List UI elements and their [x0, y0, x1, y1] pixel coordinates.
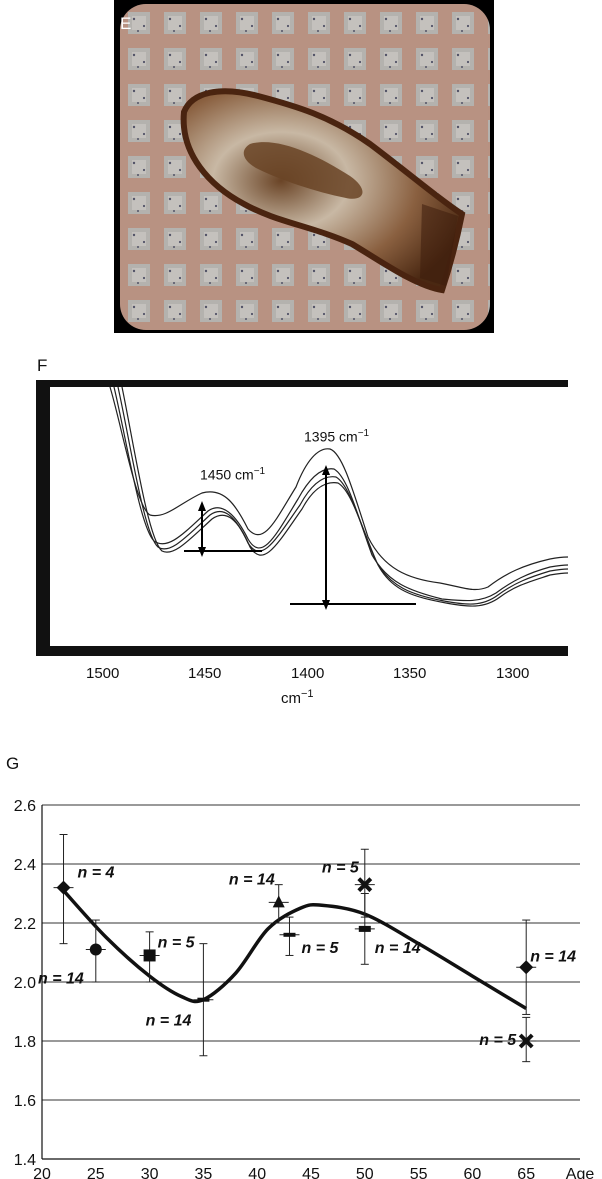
data-point-circle: [89, 943, 102, 956]
spectrum-tick-1300: 1300: [496, 665, 530, 682]
x-tick-label: 55: [410, 1166, 428, 1179]
peak-label-1395-value: 1395 cm: [304, 428, 358, 445]
sample-size-label: n = 14: [146, 1013, 192, 1030]
panel-label-f: F: [37, 356, 48, 375]
micrograph-image: [120, 4, 490, 330]
spectrum-plot-area: [50, 386, 569, 646]
sample-size-label: n = 4: [78, 865, 115, 882]
spectrum-tick-1500: 1500: [86, 665, 120, 682]
spectrum-curve-4: [121, 386, 569, 607]
x-tick-label: 25: [87, 1166, 105, 1179]
x-tick-label: 30: [141, 1166, 159, 1179]
peak-label-1450-value: 1450 cm: [200, 466, 254, 483]
arrow-1450-bottom: [198, 547, 206, 557]
x-tick-label: 35: [195, 1166, 213, 1179]
age-chart: 1.4 1.6 1.8 2.0 2.2 2.4 2.6 20 25 30 35 40 45 50 55 60 6…: [14, 798, 595, 1179]
peak-label-1395: 1395 cm−1: [304, 428, 369, 445]
x-axis-title: Age: [566, 1166, 595, 1179]
spectrum-x-unit: cm: [281, 690, 301, 707]
sample-size-label: n = 5: [158, 934, 196, 951]
x-tick-label: 20: [33, 1166, 51, 1179]
sample-size-label: n = 14: [530, 948, 576, 965]
panel-label-e: E: [120, 14, 132, 33]
data-point-diamond: [56, 880, 71, 895]
data-point-triangle: [272, 895, 285, 908]
spectrum-curve-1: [109, 386, 569, 591]
peak-label-1450: 1450 cm−1: [200, 466, 265, 483]
spectrum-tick-1450: 1450: [188, 665, 222, 682]
x-tick-label: 65: [517, 1166, 535, 1179]
y-tick-label: 2.2: [14, 916, 36, 933]
data-point-square: [143, 949, 156, 962]
y-tick-label: 1.6: [14, 1093, 36, 1110]
arrow-1450-top: [198, 501, 206, 511]
y-tick-label: 2.0: [14, 975, 36, 992]
data-point-minus: [197, 997, 210, 1002]
panel-label-g: G: [6, 754, 20, 773]
spectrum-curves: [109, 386, 569, 610]
arrow-1395-top: [322, 465, 330, 475]
sample-size-label: n = 14: [38, 971, 84, 988]
sample-size-label: n = 5: [301, 940, 339, 957]
sample-size-label: n = 5: [322, 860, 360, 877]
sample-size-label: n = 14: [229, 871, 275, 888]
spectrum-curve-3: [117, 386, 569, 605]
spectrum-panel: 1450 cm−1 1395 cm−1: [36, 380, 569, 658]
arrow-1395-bottom: [322, 600, 330, 610]
y-tick-label: 2.4: [14, 857, 36, 874]
peak-label-1395-unit: −1: [357, 428, 370, 439]
sample-size-label: n = 14: [375, 940, 421, 957]
micrograph-drawing: [120, 4, 490, 330]
spectrum-x-unit-sup: −1: [301, 688, 314, 700]
data-point-minus: [283, 932, 296, 937]
x-tick-label: 45: [302, 1166, 320, 1179]
spectrum-tick-1400: 1400: [291, 665, 325, 682]
x-tick-label: 60: [464, 1166, 482, 1179]
y-tick-label: 1.4: [14, 1152, 36, 1169]
data-point-bar: [358, 925, 371, 932]
y-tick-label: 2.6: [14, 798, 36, 815]
micrograph-panel: E: [114, 0, 494, 333]
x-tick-label: 50: [356, 1166, 374, 1179]
sample-size-label: n = 5: [479, 1032, 517, 1049]
peak-label-1450-unit: −1: [253, 466, 266, 477]
x-tick-label: 40: [248, 1166, 266, 1179]
trend-curve: [62, 889, 528, 1011]
data-point-x: [357, 877, 373, 893]
data-point-diamond: [519, 960, 534, 975]
spectrum-x-label: cm−1: [281, 688, 314, 707]
spectrum-curve-2: [113, 386, 569, 602]
data-point-x: [518, 1033, 534, 1049]
spectrum-tick-1350: 1350: [393, 665, 427, 682]
y-tick-label: 1.8: [14, 1034, 36, 1051]
